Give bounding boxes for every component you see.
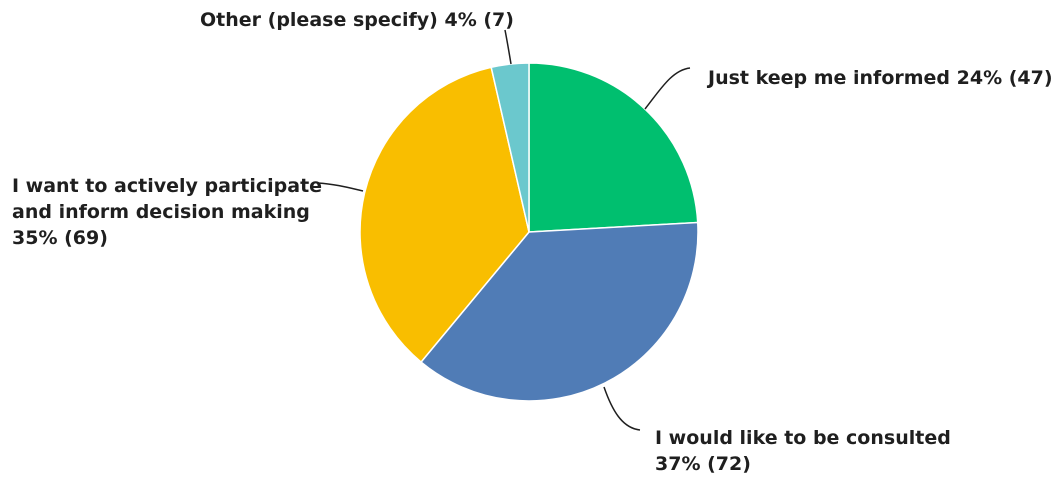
slice-label-2-line-2: 37% (72) [655, 453, 751, 475]
pie-slice-3 [359, 66, 530, 364]
slice-label-3: I want to actively participate and inform… [12, 175, 322, 249]
leader-line-3 [317, 182, 364, 192]
slice-label-2: I would like to be consulted 37% (72) [655, 427, 951, 475]
slice-labels: Just keep me informed 24% (47) I would li… [12, 9, 1052, 475]
leader-lines [317, 29, 691, 431]
slice-label-4: Other (please specify) 4% (7) [200, 9, 514, 31]
slice-label-3-line-2: and inform decision making [12, 201, 310, 223]
leader-line-4 [504, 29, 512, 65]
pie-slices [359, 62, 699, 402]
slice-label-2-line-1: I would like to be consulted [655, 427, 951, 449]
leader-line-1 [644, 67, 691, 110]
pie-slice-2 [420, 221, 699, 402]
pie-slice-1 [528, 62, 699, 233]
slice-label-4-line-1: Other (please specify) 4% (7) [200, 9, 514, 31]
slice-label-3-line-3: 35% (69) [12, 227, 108, 249]
leader-line-2 [603, 386, 641, 431]
slice-label-1: Just keep me informed 24% (47) [706, 67, 1052, 89]
slice-label-3-line-1: I want to actively participate [12, 175, 322, 197]
slice-label-1-line-1: Just keep me informed 24% (47) [706, 67, 1052, 89]
pie-slice-4 [490, 62, 530, 233]
